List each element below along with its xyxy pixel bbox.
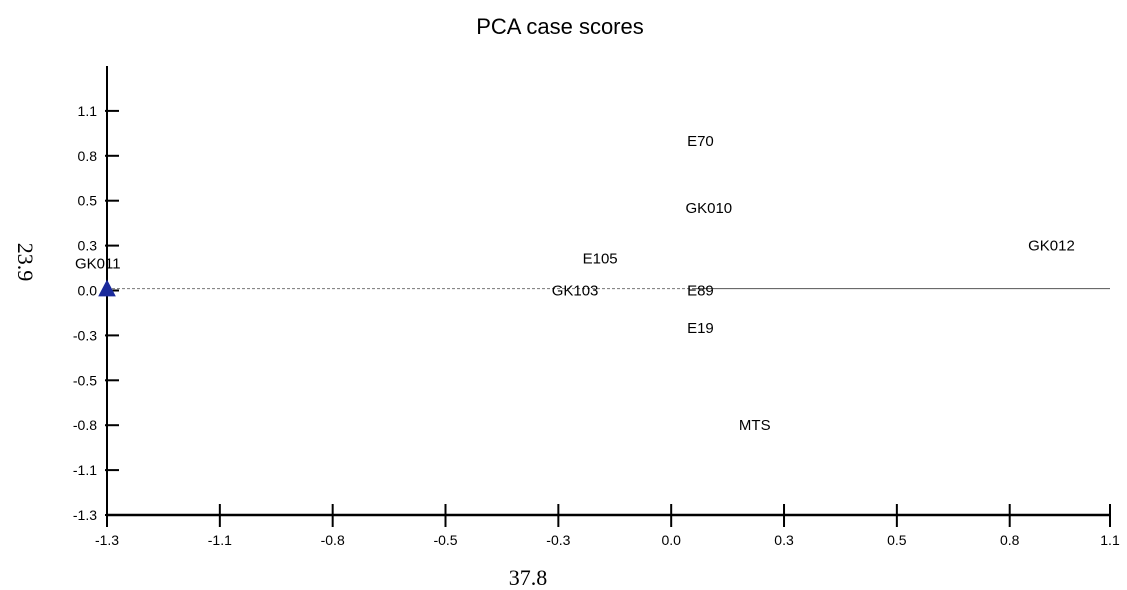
point-label: E70 (687, 133, 714, 150)
point-label: E19 (687, 320, 714, 337)
point-marker-triangle (98, 279, 116, 297)
y-tick-label: -0.8 (73, 417, 97, 433)
x-tick-label: 1.1 (1100, 532, 1120, 548)
x-tick-label: -1.1 (208, 532, 232, 548)
x-tick-label: -0.3 (546, 532, 570, 548)
point-label: E105 (583, 251, 618, 268)
x-tick-label: 0.8 (1000, 532, 1020, 548)
y-tick-label: -0.5 (73, 372, 97, 388)
axes: -1.3 -1.1 -0.8 -0.5 -0.3 0.0 0.3 0.5 0.8 1.1 -1.3 -… (73, 66, 1120, 548)
x-tick-label: 0.0 (661, 532, 681, 548)
y-tick-label: 0.0 (78, 283, 98, 299)
y-tick-label: 0.5 (78, 193, 98, 209)
x-tick-label: 0.5 (887, 532, 907, 548)
x-tick-label: 0.3 (774, 532, 794, 548)
point-label: GK012 (1028, 238, 1075, 255)
point-label: GK010 (685, 200, 732, 217)
y-tick-label: 0.3 (78, 238, 98, 254)
y-tick-label: -1.1 (73, 462, 97, 478)
y-tick-label: -1.3 (73, 507, 97, 523)
y-tick-label: 1.1 (78, 103, 98, 119)
x-tick-label: -0.8 (321, 532, 345, 548)
y-axis-title: 23.9 (13, 243, 38, 282)
x-tick-label: -0.5 (433, 532, 457, 548)
point-label: GK103 (552, 283, 599, 300)
point-label: MTS (739, 417, 771, 434)
point-label: E89 (687, 283, 714, 300)
x-tick-label: -1.3 (95, 532, 119, 548)
y-tick-label: 0.8 (78, 148, 98, 164)
data-points: GK011 E70 GK010 GK012 E105 GK103 E89 E19 MTS (75, 133, 1075, 434)
chart-title: PCA case scores (476, 14, 644, 39)
y-tick-label: -0.3 (73, 327, 97, 343)
point-label: GK011 (75, 256, 121, 273)
x-axis-title: 37.8 (509, 565, 548, 590)
